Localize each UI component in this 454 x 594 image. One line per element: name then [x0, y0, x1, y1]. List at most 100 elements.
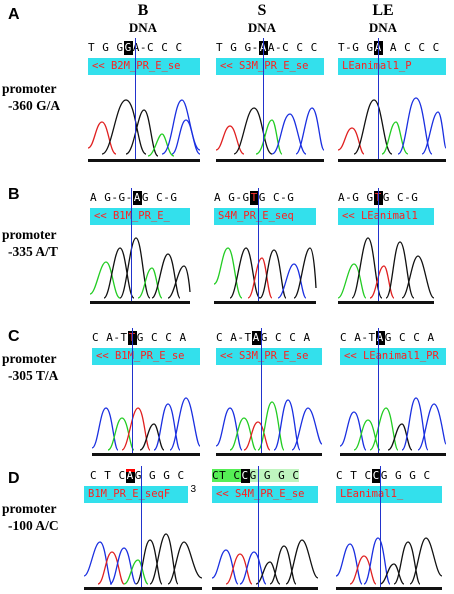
position-cursor	[378, 328, 379, 454]
position-cursor	[380, 466, 381, 588]
chromatogram-b-b: A G-G-AG C-G << B1M_PR_E_	[89, 188, 191, 304]
row-label-d: promoter -100 A/C	[2, 500, 90, 534]
trace-baseline	[338, 159, 446, 162]
position-cursor	[141, 466, 142, 588]
sequence-line: A G-G-AG C-G	[90, 191, 178, 205]
trace-baseline	[90, 301, 190, 304]
position-cursor	[378, 38, 379, 160]
sequence-line: A-G GTG C-G	[338, 191, 419, 205]
trace-curves	[91, 397, 201, 451]
trace-baseline	[88, 159, 200, 162]
trace-curves	[339, 397, 447, 451]
position-cursor	[261, 328, 262, 454]
snp-base-highlight: A	[125, 469, 135, 483]
row-label-c: promoter -305 T/A	[2, 350, 90, 384]
position-cursor	[258, 466, 259, 588]
snp-base-highlight: T	[249, 191, 259, 205]
column-header-title: B	[137, 2, 149, 19]
column-header-subtitle: DNA	[368, 20, 398, 35]
sequence-track-bar: << S3M_PR_E_se	[216, 58, 324, 75]
snp-base-highlight: A	[375, 331, 385, 345]
chromatogram-a-s: T G G-AA-C C C << S3M_PR_E_se	[215, 38, 325, 162]
trace-curves	[337, 237, 435, 299]
chromatogram-d-s: CT CCG G G C << S4M_PR_E_se	[211, 466, 319, 590]
trace-curves	[89, 237, 191, 299]
trace-baseline	[216, 453, 322, 456]
row-label-b: promoter -335 A/T	[2, 226, 90, 260]
chromatogram-b-le: A-G GTG C-G << LEanimal1	[337, 188, 435, 304]
trace-baseline	[212, 587, 318, 590]
snp-base-highlight: G	[123, 41, 133, 55]
sequence-line: CT CCG G G C	[212, 469, 300, 483]
sequence-line: C A-TAG C C A	[216, 331, 311, 345]
position-cursor	[132, 328, 133, 454]
chromatogram-a-b: T G GGA-C C C << B2M_PR_E_se	[87, 38, 201, 162]
row-label-line2: -305 T/A	[8, 368, 59, 383]
panel-letter-d: D	[8, 470, 20, 487]
row-label-a: promoter -360 G/A	[2, 80, 90, 114]
chromatogram-c-s: C A-TAG C C A << S3M_PR_E_se	[215, 328, 323, 456]
trace-baseline	[336, 587, 442, 590]
trace-curves	[215, 107, 325, 155]
trace-curves	[87, 99, 201, 157]
superscript-label: 3	[190, 484, 196, 495]
panel-letter-c: C	[8, 328, 20, 345]
row-label-line1: promoter	[2, 81, 57, 96]
trace-curves	[335, 537, 443, 585]
sequence-line: C A-TAG C C A	[340, 331, 435, 345]
sequence-track-bar: << S4M_PR_E_se	[212, 486, 318, 503]
position-cursor	[135, 38, 136, 160]
snp-base-highlight: A	[251, 331, 261, 345]
sequence-track-bar: B1M_PR_E_seqF	[84, 486, 188, 503]
sequence-track-bar: LEanimal1_	[336, 486, 442, 503]
snp-base-highlight: A	[132, 191, 142, 205]
snp-base-highlight: C	[371, 469, 381, 483]
row-label-line2: -100 A/C	[8, 518, 59, 533]
trace-baseline	[214, 301, 316, 304]
trace-curves	[337, 97, 447, 155]
row-label-line1: promoter	[2, 351, 57, 366]
position-cursor	[258, 188, 259, 302]
sequence-track-bar: << B1M_PR_E_	[90, 208, 190, 225]
panel-letter-b: B	[8, 186, 20, 203]
position-cursor	[131, 188, 132, 302]
sequence-track-bar: << LEanimal1	[338, 208, 434, 225]
column-header-title: LE	[372, 2, 394, 19]
sequence-track-bar: << LEanimal1_PR	[340, 348, 446, 365]
snp-base-highlight: C	[240, 469, 250, 483]
sequence-track-bar: << B1M_PR_E_se	[92, 348, 200, 365]
sequence-line: C T CCG G G C	[336, 469, 431, 483]
sequence-line: A G-GTG C-G	[214, 191, 295, 205]
trace-baseline	[340, 453, 446, 456]
column-header-title: S	[257, 2, 267, 19]
row-label-line2: -360 G/A	[8, 98, 61, 113]
sequence-track-bar: << B2M_PR_E_se	[88, 58, 200, 75]
trace-curves	[213, 247, 317, 299]
sequence-track-bar: S4M_PR_E_seq	[214, 208, 316, 225]
trace-baseline	[216, 159, 324, 162]
chromatogram-a-le: T-G GA A C C C LEanimal1_P	[337, 38, 447, 162]
column-header-le: LE DNA	[343, 2, 423, 35]
trace-curves	[83, 533, 203, 585]
trace-baseline	[84, 587, 202, 590]
trace-curves	[211, 539, 319, 585]
position-cursor	[378, 188, 379, 302]
sequence-track-bar: LEanimal1_P	[338, 58, 446, 75]
column-header-subtitle: DNA	[247, 20, 277, 35]
sequence-track-bar: << S3M_PR_E_se	[216, 348, 322, 365]
trace-curves	[215, 399, 323, 451]
row-label-line1: promoter	[2, 501, 57, 516]
position-cursor	[263, 38, 264, 160]
trace-baseline	[92, 453, 200, 456]
chromatogram-d-le: C T CCG G G C LEanimal1_	[335, 466, 443, 590]
panel-letter-a: A	[8, 6, 20, 23]
chromatogram-d-b: C T CAG G G C B1M_PR_E_seqF 3	[83, 466, 203, 590]
sequence-line: C T CAG G G C	[90, 469, 185, 483]
trace-baseline	[338, 301, 434, 304]
sequence-line: T G GGA-C C C	[88, 41, 183, 55]
chromatogram-b-s: A G-GTG C-G S4M_PR_E_seq	[213, 188, 317, 304]
chromatogram-c-b: C A-TTG C C A << B1M_PR_E_se	[91, 328, 201, 456]
row-label-line2: -335 A/T	[8, 244, 58, 259]
column-header-subtitle: DNA	[128, 20, 158, 35]
column-header-b: B DNA	[103, 2, 183, 35]
